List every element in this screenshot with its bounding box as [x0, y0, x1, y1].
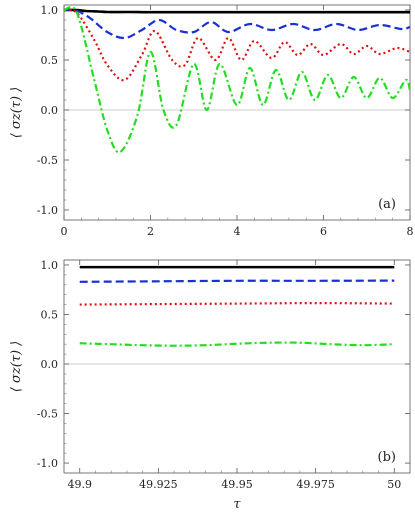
y-tick-label: 0.0 — [41, 358, 59, 371]
series-line-4 — [79, 341, 395, 347]
panel-a: 1.0 0.5 0.0 -0.5 -1.00 2 4 6 8 (a) ⟨ σz(τ) ⟩ — [9, 4, 414, 238]
panel-label: (a) — [378, 197, 396, 212]
chart-panels: 1.00.50.0-0.5-1.00 2 4 6 8(a)⟨ σz(τ) ⟩1.00.5… — [9, 4, 414, 512]
y-tick-label: 0.5 — [41, 308, 59, 321]
y-tick-label: -0.5 — [37, 408, 58, 421]
plot-frame — [63, 259, 411, 474]
y-tick-label: 0.0 — [41, 104, 59, 117]
series-line-3 — [64, 8, 410, 82]
x-tick-label: 0 — [61, 225, 68, 238]
y-tick-label: 0.5 — [41, 54, 59, 67]
series-line-4 — [64, 5, 410, 154]
panel-label: (b) — [378, 450, 396, 465]
x-tick-label: 4 — [234, 225, 241, 238]
panel-b: 1.0 0.5 0.0 -0.5 -1.0 49.9 49.925 49.95 49.975 50… — [9, 259, 411, 512]
x-tick-label: 50 — [387, 478, 401, 491]
series-line-2 — [64, 8, 410, 40]
y-tick-label: 1.0 — [41, 4, 59, 17]
y-axis-title: ⟨ σz(τ) ⟩ — [9, 341, 24, 392]
y-tick-label: 1.0 — [41, 259, 59, 272]
series-line-1 — [64, 8, 410, 14]
x-tick-label: 8 — [407, 225, 414, 238]
x-axis-title: τ — [233, 497, 241, 512]
x-tick-label: 49.95 — [221, 478, 253, 491]
x-tick-label: 49.9 — [67, 478, 92, 491]
y-axis-title: ⟨ σz(τ) ⟩ — [9, 87, 24, 138]
x-tick-label: 2 — [147, 225, 154, 238]
series-line-3 — [79, 301, 395, 306]
y-tick-label: -0.5 — [37, 154, 58, 167]
series-line-2 — [79, 279, 395, 283]
x-tick-label: 49.975 — [296, 478, 335, 491]
y-tick-label: -1.0 — [37, 204, 58, 217]
x-tick-label: 6 — [320, 225, 327, 238]
x-tick-label: 49.925 — [139, 478, 178, 491]
y-tick-label: -1.0 — [37, 457, 58, 470]
